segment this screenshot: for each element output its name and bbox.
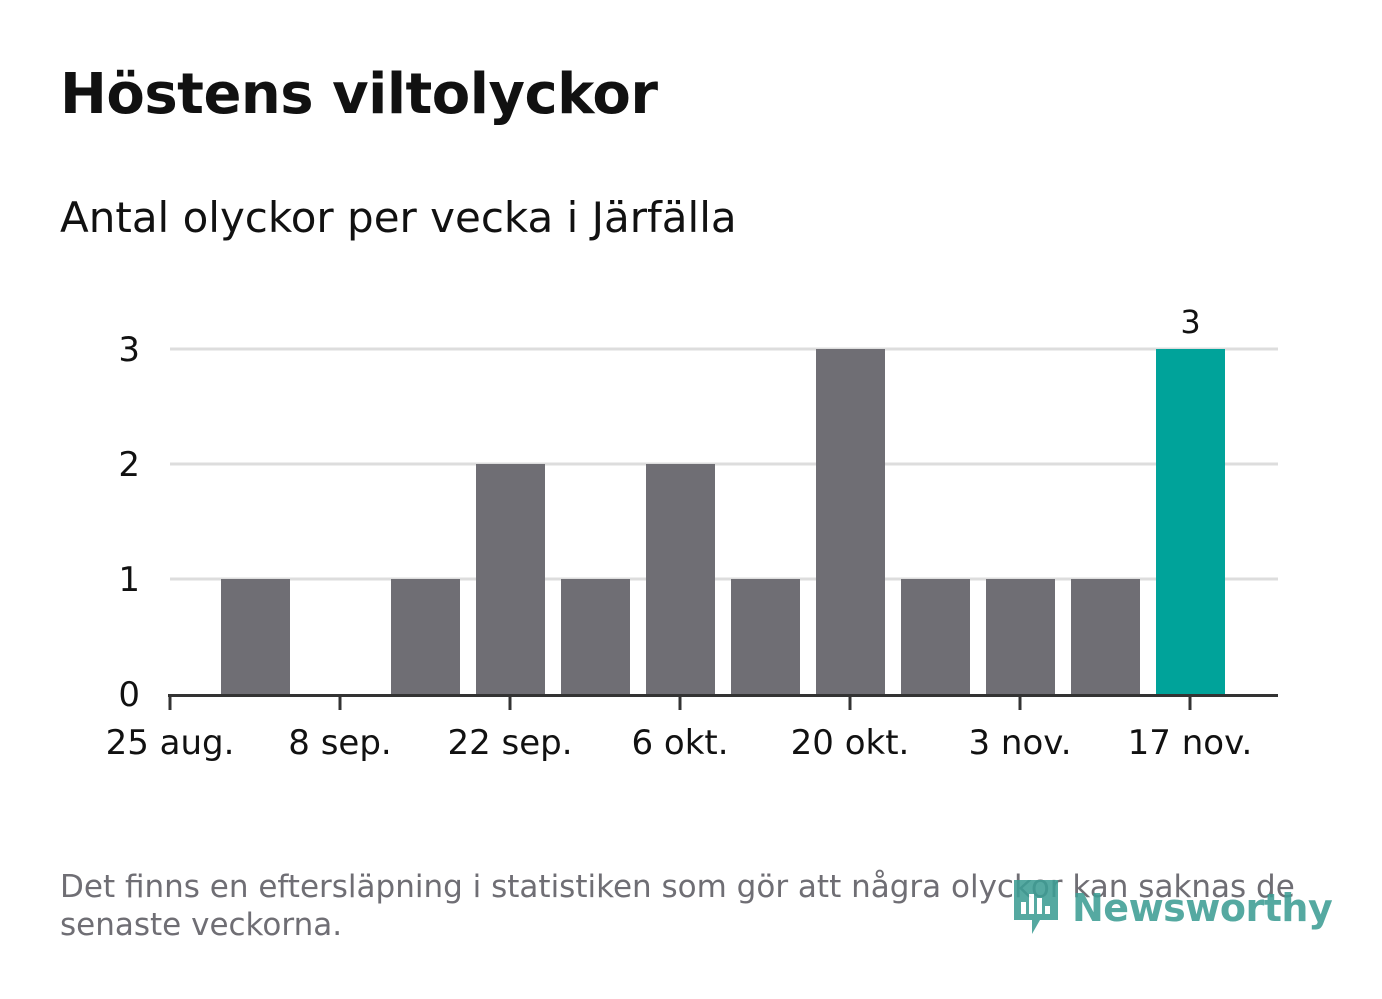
y-tick-label: 1 (118, 560, 140, 600)
bar-3-nov (986, 579, 1055, 694)
x-axis-ticks: 25 aug. 8 sep. 22 sep. 6 okt. 20 okt. 3 nov. 1… (106, 695, 1253, 763)
x-tick-label: 6 okt. (631, 723, 728, 763)
newsworthy-logo-text: Newsworthy (1072, 886, 1333, 930)
bar-17-nov (1156, 349, 1225, 694)
bar-6-okt (646, 464, 715, 694)
footnote: Det finns en eftersläpning i statistiken… (60, 869, 1295, 943)
x-tick-label: 25 aug. (106, 723, 235, 763)
data-label: 3 (1180, 303, 1200, 341)
bar-1-sep (221, 579, 290, 694)
gridlines (170, 347, 1278, 581)
bar-20-okt (816, 349, 885, 694)
y-tick-label: 0 (118, 675, 140, 715)
x-tick-label: 8 sep. (288, 723, 391, 763)
bar-15-sep (391, 579, 460, 694)
y-tick-label: 2 (118, 445, 140, 485)
chart-title: Höstens viltolyckor (60, 62, 658, 127)
x-tick-label: 22 sep. (447, 723, 572, 763)
bar-29-sep (561, 579, 630, 694)
bar-22-sep (476, 464, 545, 694)
x-tick-label: 20 okt. (791, 723, 910, 763)
x-tick-label: 17 nov. (1128, 723, 1253, 763)
data-labels: 3 (1180, 303, 1200, 341)
x-tick-label: 3 nov. (968, 723, 1071, 763)
bar-chart: 0 1 2 3 3 25 aug. 8 sep. 22 sep. 6 okt. 20 okt.… (106, 303, 1278, 763)
newsworthy-logo: Newsworthy (1010, 876, 1333, 940)
y-axis-ticks: 0 1 2 3 (118, 330, 140, 715)
bar-27-okt (901, 579, 970, 694)
newsworthy-bar-chart-icon (1014, 880, 1058, 934)
bars (221, 349, 1225, 694)
y-tick-label: 3 (118, 330, 140, 370)
bar-10-nov (1071, 579, 1140, 694)
bar-13-okt (731, 579, 800, 694)
chart-subtitle: Antal olyckor per vecka i Järfälla (60, 193, 737, 242)
